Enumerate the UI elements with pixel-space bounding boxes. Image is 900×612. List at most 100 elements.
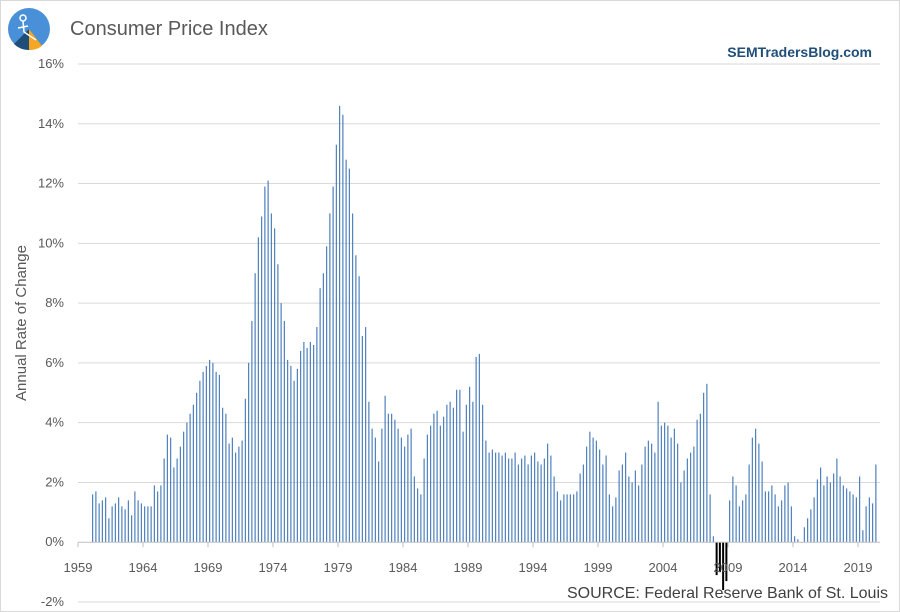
- bar: [625, 452, 627, 543]
- bar: [839, 476, 841, 543]
- bar: [530, 455, 532, 543]
- bar: [641, 464, 643, 543]
- bar: [745, 494, 747, 543]
- bar: [433, 413, 435, 543]
- bar: [605, 455, 607, 543]
- bar: [205, 365, 207, 543]
- bar: [550, 455, 552, 543]
- bar: [384, 395, 386, 543]
- bar: [722, 542, 725, 591]
- bar: [430, 425, 432, 543]
- bar: [706, 383, 708, 543]
- x-tick-label: 1964: [129, 560, 158, 575]
- bar: [280, 303, 282, 543]
- bar: [820, 467, 822, 543]
- bar: [170, 437, 172, 543]
- bar: [563, 494, 565, 543]
- bar: [368, 401, 370, 543]
- bar: [511, 458, 513, 543]
- bar: [553, 476, 555, 543]
- bar: [339, 105, 341, 543]
- bar: [712, 536, 714, 543]
- bar: [524, 455, 526, 543]
- bar: [758, 443, 760, 543]
- bar: [686, 458, 688, 543]
- x-axis: 1959 1964 1969 1974 1979 1984 1989 1994 1999 2004…: [64, 541, 880, 575]
- bar: [696, 419, 698, 543]
- bar: [482, 404, 484, 543]
- bar: [517, 464, 519, 543]
- x-tick-label: 1974: [259, 560, 288, 575]
- bar: [114, 503, 116, 543]
- y-tick-label: 10%: [38, 235, 64, 250]
- bar: [446, 404, 448, 543]
- bar: [192, 404, 194, 543]
- bar: [290, 365, 292, 543]
- source-label: SOURCE: Federal Reserve Bank of St. Loui…: [566, 585, 888, 602]
- bar: [569, 494, 571, 543]
- x-tick-label: 1959: [64, 560, 93, 575]
- y-tick-label: 12%: [38, 176, 64, 191]
- bar: [612, 506, 614, 543]
- bar: [257, 237, 259, 543]
- bar: [823, 485, 825, 543]
- bar: [599, 449, 601, 543]
- bar: [709, 494, 711, 543]
- bar: [381, 428, 383, 543]
- bar: [348, 168, 350, 543]
- bar: [345, 159, 347, 543]
- x-tick-label: 1979: [324, 560, 353, 575]
- bar: [729, 500, 731, 543]
- bar: [784, 485, 786, 543]
- x-tick-label: 2009: [714, 560, 743, 575]
- bar: [566, 494, 568, 543]
- bar: [456, 389, 458, 543]
- bar: [199, 380, 201, 543]
- bar: [218, 374, 220, 543]
- bar: [621, 464, 623, 543]
- bar: [794, 536, 796, 543]
- bar: [183, 431, 185, 543]
- bar: [326, 246, 328, 543]
- bar: [667, 425, 669, 543]
- bar: [703, 392, 705, 543]
- bar: [319, 288, 321, 543]
- bar: [352, 213, 354, 543]
- bar: [683, 470, 685, 543]
- bar: [92, 494, 94, 543]
- bar: [491, 449, 493, 543]
- bar: [852, 494, 854, 543]
- bar: [628, 476, 630, 543]
- bar: [365, 327, 367, 543]
- bar: [404, 446, 406, 543]
- bar: [459, 389, 461, 543]
- y-tick-label: 0%: [45, 534, 64, 549]
- bar: [287, 359, 289, 543]
- x-tick-label: 1969: [194, 560, 223, 575]
- bar: [443, 416, 445, 543]
- bar: [244, 398, 246, 543]
- bar: [166, 434, 168, 543]
- bar: [543, 458, 545, 543]
- bar: [439, 425, 441, 543]
- bar: [391, 413, 393, 543]
- bar: [859, 476, 861, 543]
- bar: [644, 446, 646, 543]
- bar: [833, 473, 835, 543]
- bar: [693, 446, 695, 543]
- bar: [186, 422, 188, 543]
- bar: [755, 428, 757, 543]
- bar: [803, 527, 805, 543]
- bar: [690, 452, 692, 543]
- bar: [664, 422, 666, 543]
- bar: [118, 497, 120, 543]
- bar: [673, 428, 675, 543]
- bar: [147, 506, 149, 543]
- bar: [163, 458, 165, 543]
- bar: [527, 464, 529, 543]
- bar: [842, 485, 844, 543]
- bar: [202, 371, 204, 543]
- bar: [300, 350, 302, 543]
- bar: [787, 482, 789, 543]
